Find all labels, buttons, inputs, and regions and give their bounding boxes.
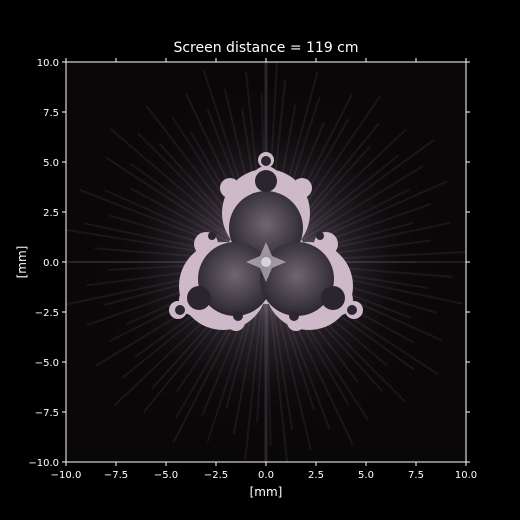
- x-tick-label: 0.0: [258, 470, 274, 481]
- x-tick-label: 7.5: [408, 470, 424, 481]
- x-axis: −10.0 −7.5 −5.0 −2.5 0.0 2.5 5.0 7.5 10.0: [51, 58, 477, 481]
- x-tick-label: 5.0: [358, 470, 374, 481]
- y-tick-label: 0.0: [43, 258, 59, 269]
- y-tick-label: 7.5: [43, 108, 59, 119]
- chart-title: Screen distance = 119 cm: [173, 40, 358, 56]
- x-tick-label: 2.5: [308, 470, 324, 481]
- x-tick-label: −5.0: [154, 470, 178, 481]
- y-tick-label: −10.0: [28, 458, 59, 469]
- x-tick-label: −10.0: [51, 470, 82, 481]
- x-tick-label: 10.0: [455, 470, 477, 481]
- y-tick-label: 10.0: [37, 58, 59, 69]
- y-axis: 10.0 7.5 5.0 2.5 0.0 −2.5 −5.0 −7.5 −10.0: [28, 58, 470, 469]
- x-tick-label: −7.5: [104, 470, 128, 481]
- y-tick-label: −7.5: [35, 408, 59, 419]
- x-tick-label: −2.5: [204, 470, 228, 481]
- diffraction-pattern-image: [66, 62, 466, 462]
- y-tick-label: 5.0: [43, 158, 59, 169]
- y-axis-label: [mm]: [15, 246, 29, 279]
- y-tick-label: −5.0: [35, 358, 59, 369]
- central-star: [246, 242, 286, 282]
- x-axis-label: [mm]: [250, 485, 283, 499]
- y-tick-label: 2.5: [43, 208, 59, 219]
- y-tick-label: −2.5: [35, 308, 59, 319]
